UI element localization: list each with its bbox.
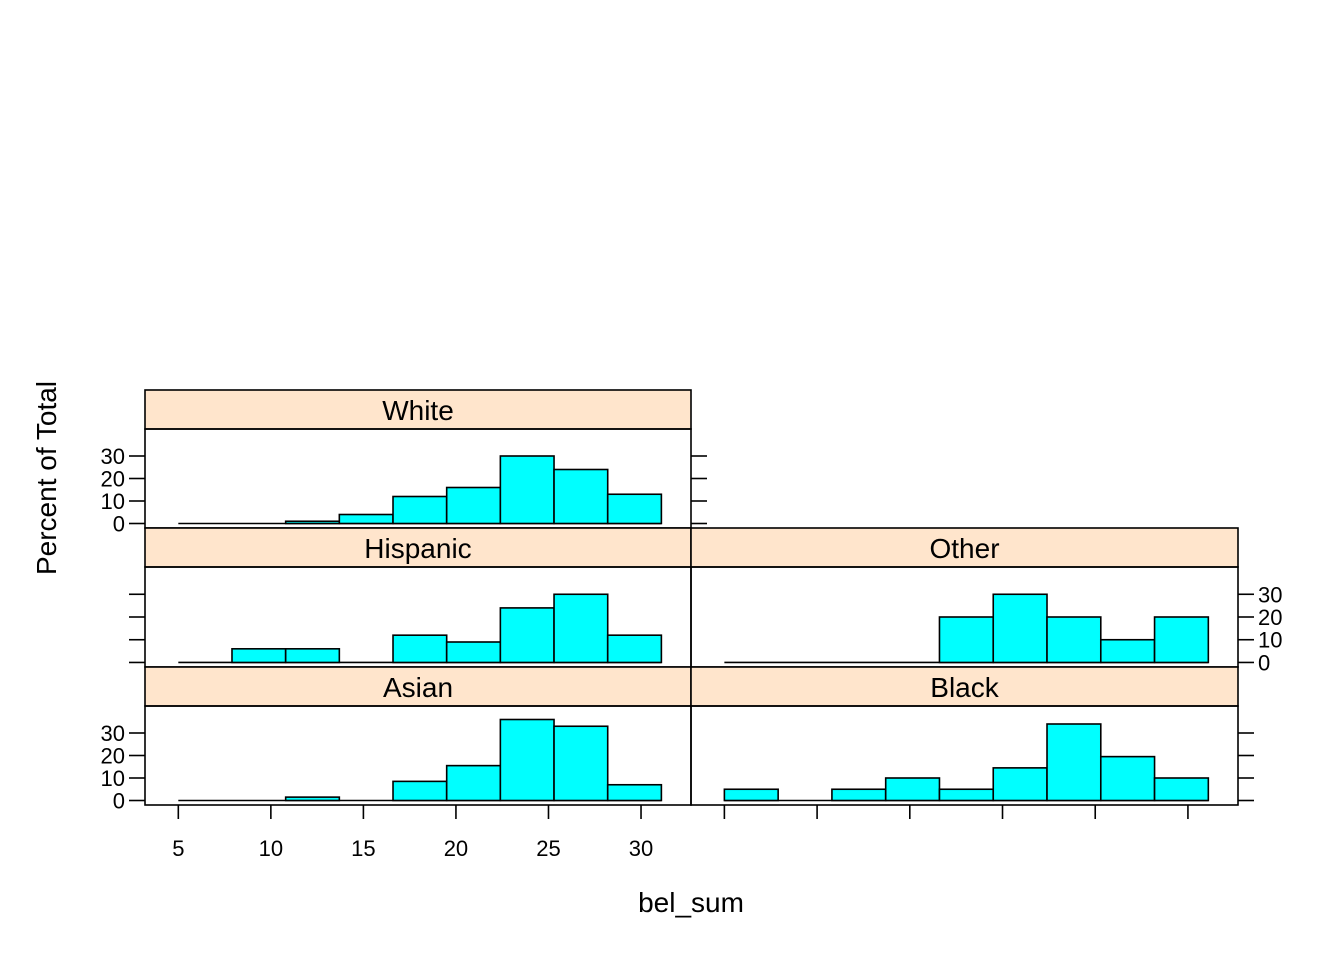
bar-hispanic-2 [284,648,341,664]
bar-white-7 [553,468,609,525]
x-tick-label-30: 30 [629,836,653,861]
bar-white-3 [338,513,394,525]
x-tick-label-10: 10 [259,836,283,861]
bar-black-2 [831,788,887,802]
x-axis-title: bel_sum [638,887,744,918]
strip-label-asian: Asian [383,672,453,703]
bar-black-0 [723,788,779,802]
bar-hispanic-8 [606,634,663,664]
bar-black-4 [938,788,995,802]
strip-label-black: Black [930,672,999,703]
y-tick-label-white-left-0: 0 [113,512,125,537]
y-tick-label-white-left-10: 10 [101,489,125,514]
y-tick-label-asian-left-30: 30 [101,721,125,746]
strip-white [144,389,692,430]
bar-hispanic-5 [445,641,502,664]
strip-label-other: Other [929,533,999,564]
bar-other-5 [992,593,1048,664]
y-tick-label-white-left-20: 20 [101,467,125,492]
y-tick-label-other-right-10: 10 [1258,628,1282,653]
bar-white-2 [284,520,341,525]
bar-white-6 [499,455,555,525]
y-tick-label-white-left-30: 30 [101,444,125,469]
y-tick-label-asian-left-20: 20 [101,744,125,769]
bar-white-8 [606,493,663,525]
y-tick-label-asian-left-0: 0 [113,789,125,814]
bar-asian-6 [499,718,555,802]
x-tick-label-5: 5 [172,836,184,861]
y-tick-label-asian-left-10: 10 [101,766,125,791]
x-tick-label-25: 25 [536,836,560,861]
strip-label-white: White [382,395,454,426]
bar-asian-8 [606,783,663,802]
panel-other: Other [690,527,1239,668]
bar-other-6 [1046,616,1102,664]
bar-black-5 [992,767,1048,802]
bar-other-8 [1153,616,1210,664]
panel-black: Black [690,666,1239,806]
panels-group: White Hispanic Other Asian Black [144,389,1239,806]
panel-white: White [144,389,692,529]
bar-black-7 [1099,755,1156,802]
strip-black [690,666,1239,707]
y-tick-label-other-right-30: 30 [1258,582,1282,607]
panel-asian: Asian [144,666,692,806]
bar-other-4 [938,616,995,664]
bar-hispanic-6 [499,607,555,664]
bar-white-5 [445,486,502,525]
panel-hispanic: Hispanic [144,527,692,668]
strip-asian [144,666,692,707]
bar-asian-2 [284,796,341,802]
bar-asian-4 [392,780,448,802]
y-axis-title: Percent of Total [31,381,62,575]
x-tick-label-20: 20 [444,836,468,861]
bar-white-4 [392,495,448,525]
bar-black-3 [884,777,941,802]
strip-label-hispanic: Hispanic [364,533,471,564]
bar-hispanic-4 [392,634,448,664]
x-tick-label-15: 15 [351,836,375,861]
bar-asian-5 [445,764,502,802]
bar-other-7 [1099,638,1156,664]
bar-asian-7 [553,725,609,802]
bar-hispanic-7 [553,593,609,664]
bar-black-8 [1153,777,1210,802]
bar-hispanic-1 [231,648,287,664]
y-tick-label-other-right-20: 20 [1258,605,1282,630]
y-tick-label-other-right-0: 0 [1258,650,1270,675]
bar-black-6 [1046,723,1102,802]
